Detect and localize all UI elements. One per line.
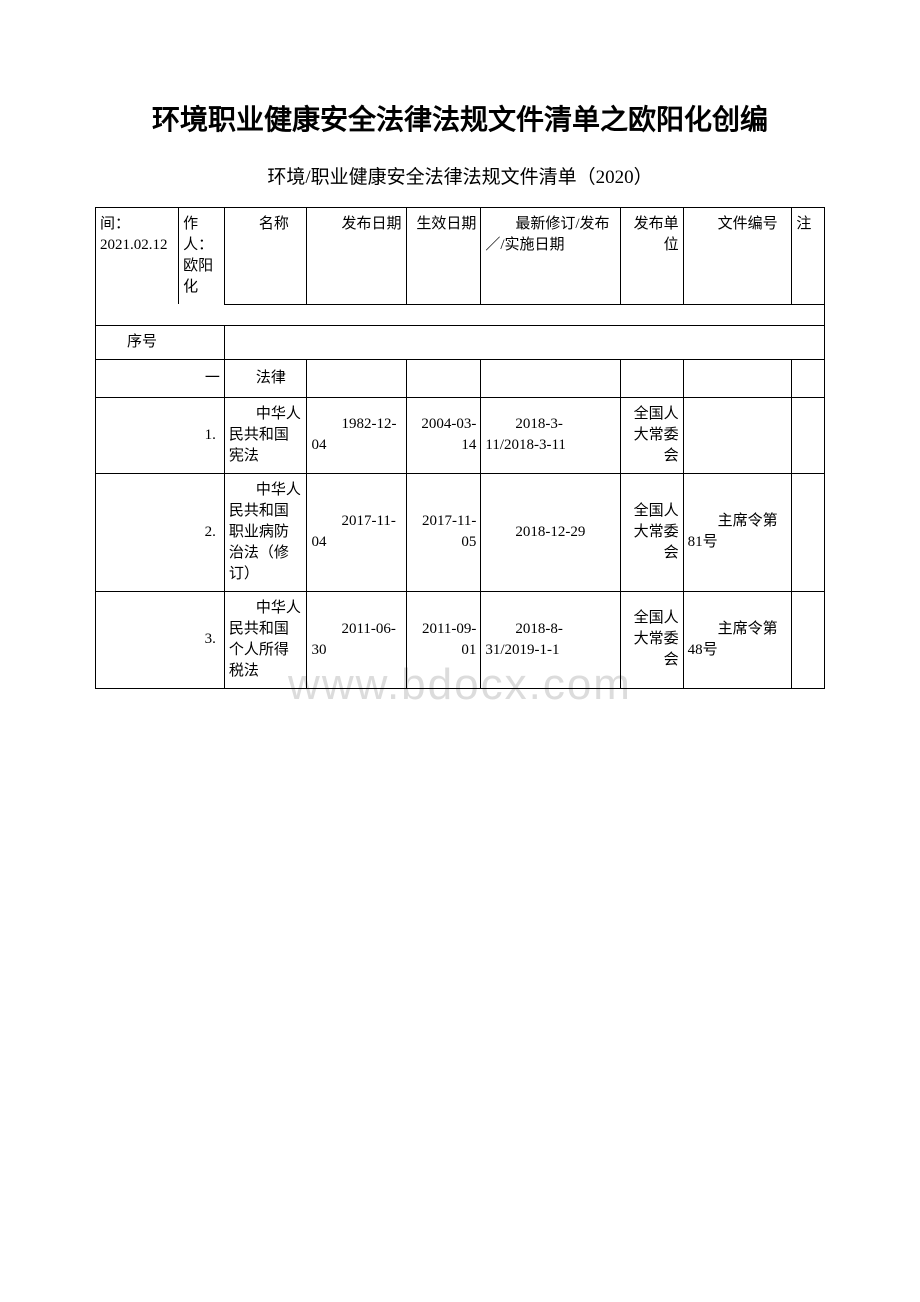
row-revdate: 2018-3-11/2018-3-11 bbox=[481, 397, 620, 473]
header-name: 名称 bbox=[224, 208, 307, 305]
row-note bbox=[792, 591, 825, 688]
section-label: 法律 bbox=[224, 359, 307, 397]
document-title: 环境职业健康安全法律法规文件清单之欧阳化创编 bbox=[95, 100, 825, 142]
header-unit: 发布单位 bbox=[620, 208, 683, 305]
row-name: 中华人民共和国职业病防治法（修订） bbox=[224, 473, 307, 591]
row-effdate: 2017-11-05 bbox=[407, 473, 481, 591]
header-col1: 作人：欧阳化 bbox=[179, 208, 225, 305]
row-unit: 全国人大常委会 bbox=[620, 397, 683, 473]
row-unit: 全国人大常委会 bbox=[620, 591, 683, 688]
row-note bbox=[792, 473, 825, 591]
document-subtitle: 环境/职业健康安全法律法规文件清单（2020） bbox=[95, 162, 825, 189]
laws-table: 间：2021.02.12 作人：欧阳化 名称 发布日期 生效日期 最新修订/发布… bbox=[95, 207, 825, 689]
row-effdate: 2011-09-01 bbox=[407, 591, 481, 688]
serial-label: 序号 bbox=[96, 325, 225, 359]
row-revdate: 2018-12-29 bbox=[481, 473, 620, 591]
table-header-row: 间：2021.02.12 作人：欧阳化 名称 发布日期 生效日期 最新修订/发布… bbox=[96, 208, 825, 305]
header-col0: 间：2021.02.12 bbox=[96, 208, 179, 305]
header-revdate: 最新修订/发布／/实施日期 bbox=[481, 208, 620, 305]
header-pubdate: 发布日期 bbox=[307, 208, 407, 305]
row-pubdate: 2017-11-04 bbox=[307, 473, 407, 591]
header-effdate: 生效日期 bbox=[407, 208, 481, 305]
serial-label-row: 序号 bbox=[96, 325, 825, 359]
row-name: 中华人民共和国个人所得税法 bbox=[224, 591, 307, 688]
row-unit: 全国人大常委会 bbox=[620, 473, 683, 591]
header-note: 注 bbox=[792, 208, 825, 305]
row-name: 中华人民共和国宪法 bbox=[224, 397, 307, 473]
table-row: 3. 中华人民共和国个人所得税法 2011-06-30 2011-09-01 2… bbox=[96, 591, 825, 688]
row-effdate: 2004-03-14 bbox=[407, 397, 481, 473]
row-pubdate: 2011-06-30 bbox=[307, 591, 407, 688]
row-note bbox=[792, 397, 825, 473]
table-row: 2. 中华人民共和国职业病防治法（修订） 2017-11-04 2017-11-… bbox=[96, 473, 825, 591]
row-pubdate: 1982-12-04 bbox=[307, 397, 407, 473]
header-code: 文件编号 bbox=[683, 208, 792, 305]
serial-row bbox=[96, 304, 825, 325]
section-num: 一 bbox=[96, 359, 225, 397]
row-num: 2. bbox=[96, 473, 225, 591]
row-num: 3. bbox=[96, 591, 225, 688]
row-revdate: 2018-8-31/2019-1-1 bbox=[481, 591, 620, 688]
row-num: 1. bbox=[96, 397, 225, 473]
row-code: 主席令第81号 bbox=[683, 473, 792, 591]
section-row: 一 法律 bbox=[96, 359, 825, 397]
row-code: 主席令第48号 bbox=[683, 591, 792, 688]
table-row: 1. 中华人民共和国宪法 1982-12-04 2004-03-14 2018-… bbox=[96, 397, 825, 473]
row-code bbox=[683, 397, 792, 473]
